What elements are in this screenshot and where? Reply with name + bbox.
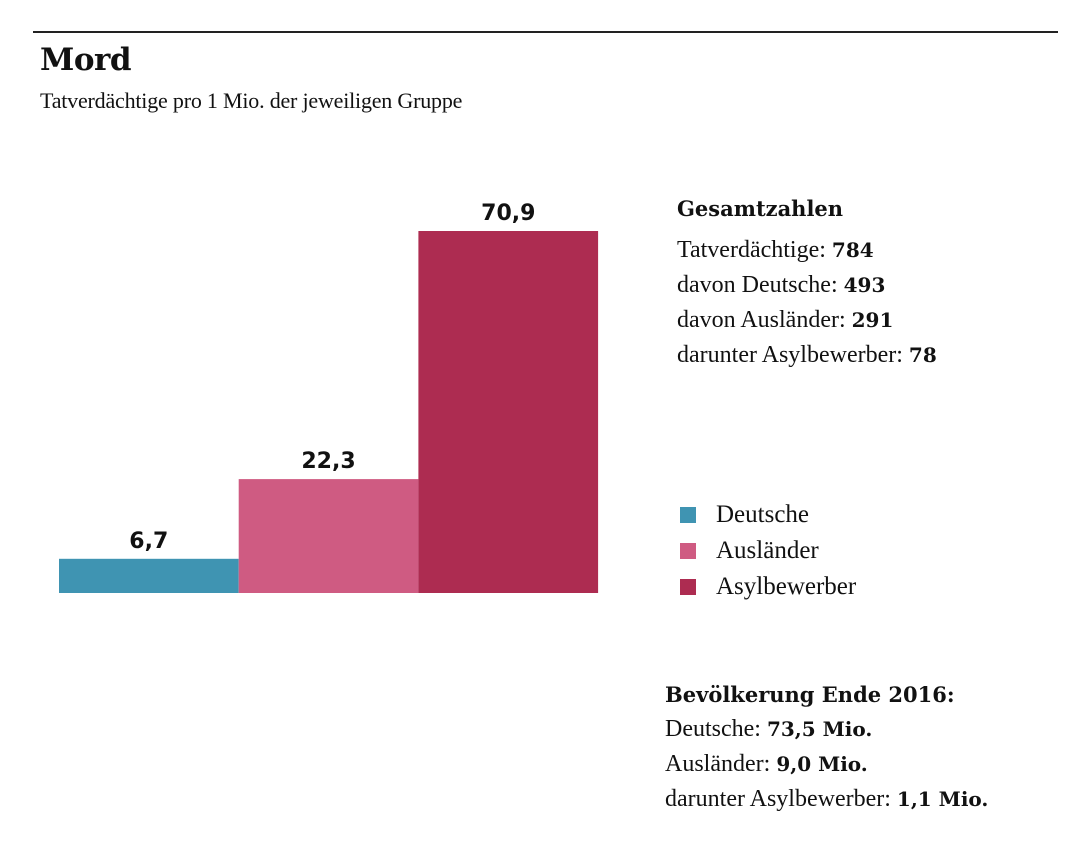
population-label: Ausländer:: [665, 751, 771, 777]
totals-label: davon Ausländer:: [677, 307, 846, 333]
bar-asylbewerber: [418, 231, 599, 593]
population-label: darunter Asylbewerber:: [665, 786, 891, 812]
bar-value-label: 6,7: [129, 529, 168, 554]
totals-value: 493: [843, 273, 886, 297]
legend-item-asylbewerber: Asylbewerber: [680, 569, 856, 605]
totals-line: Tatverdächtige: 784: [677, 233, 937, 268]
population-line: darunter Asylbewerber: 1,1 Mio.: [665, 782, 988, 817]
legend-swatch: [680, 579, 696, 595]
totals-line: davon Deutsche: 493: [677, 268, 937, 303]
legend-swatch: [680, 507, 696, 523]
chart-title: Mord: [40, 42, 132, 78]
totals-value: 78: [908, 343, 937, 367]
population-value: 1,1 Mio.: [896, 787, 989, 811]
legend-swatch: [680, 543, 696, 559]
totals-value: 784: [831, 238, 874, 262]
totals-label: darunter Asylbewerber:: [677, 342, 903, 368]
bar-value-label: 22,3: [301, 449, 355, 474]
population-panel: Bevölkerung Ende 2016: Deutsche: 73,5 Mi…: [665, 678, 988, 817]
population-value: 9,0 Mio.: [776, 752, 868, 776]
totals-heading: Gesamtzahlen: [677, 196, 844, 221]
totals-line: davon Ausländer: 291: [677, 303, 937, 338]
population-heading: Bevölkerung Ende 2016:: [665, 682, 955, 707]
population-label: Deutsche:: [665, 716, 761, 742]
legend: Deutsche Ausländer Asylbewerber: [680, 497, 856, 605]
population-line: Deutsche: 73,5 Mio.: [665, 712, 988, 747]
legend-label: Ausländer: [716, 537, 819, 564]
population-value: 73,5 Mio.: [766, 717, 873, 741]
legend-item-auslaender: Ausländer: [680, 533, 856, 569]
totals-value: 291: [851, 308, 894, 332]
bar-auslaender: [238, 479, 419, 593]
totals-panel: Gesamtzahlen Tatverdächtige: 784 davon D…: [677, 196, 937, 373]
legend-label: Deutsche: [716, 501, 810, 528]
legend-label: Asylbewerber: [716, 573, 857, 600]
bar-deutsche: [59, 558, 239, 593]
bar-value-label: 70,9: [481, 201, 535, 226]
legend-item-deutsche: Deutsche: [680, 497, 856, 533]
totals-label: davon Deutsche:: [677, 272, 838, 298]
top-rule: [33, 31, 1058, 33]
chart-subtitle: Tatverdächtige pro 1 Mio. der jeweiligen…: [40, 88, 463, 113]
totals-line: darunter Asylbewerber: 78: [677, 338, 937, 373]
population-line: Ausländer: 9,0 Mio.: [665, 747, 988, 782]
totals-label: Tatverdächtige:: [677, 237, 826, 263]
